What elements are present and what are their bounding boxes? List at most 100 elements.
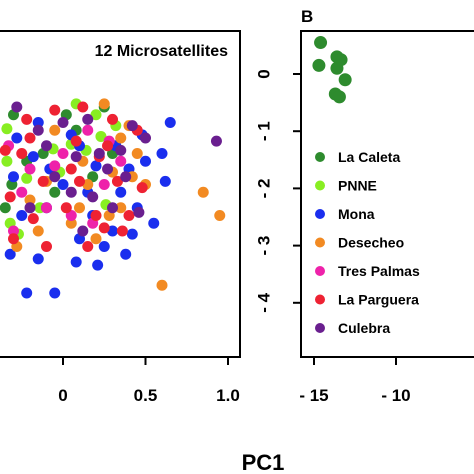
panel-a-point-4-6 xyxy=(8,225,19,237)
panel-a-point-2-22 xyxy=(27,151,39,163)
panel-a-point-3-12 xyxy=(214,210,226,221)
panel-a-point-3-16 xyxy=(32,225,44,237)
panel-a-point-6-12 xyxy=(115,144,127,156)
panel-a-point-6-19 xyxy=(133,206,145,218)
panel-a-point-4-1 xyxy=(24,163,36,175)
panel-a-point-5-18 xyxy=(4,191,16,203)
legend-marker-6 xyxy=(315,323,325,333)
panel-a-point-2-0 xyxy=(8,171,19,183)
panel-b-y-tick-label: - 3 xyxy=(255,236,274,256)
legend-label-1: PNNE xyxy=(338,178,377,194)
panel-a-point-5-3 xyxy=(102,140,114,152)
legend-marker-2 xyxy=(315,209,325,219)
panel-a-point-6-13 xyxy=(49,171,61,183)
panel-b-legend: La Caleta PNNE Mona Desecheo Tres Palmas La P… xyxy=(315,149,420,336)
panel-a-point-4-11 xyxy=(49,160,61,172)
panel-a-point-6-9 xyxy=(210,135,222,147)
panel-a-point-5-15 xyxy=(60,202,72,214)
panel-a-point-2-13 xyxy=(156,148,168,159)
panel-b: B 0 - 1 - 2 - 3 - 4 - 15 - 10 La Caleta PNNE Mo… xyxy=(255,7,474,405)
legend-label-5: La Parguera xyxy=(338,292,419,308)
panel-a-point-5-4 xyxy=(37,175,49,187)
panel-a-point-3-13 xyxy=(156,279,168,291)
legend-label-2: Mona xyxy=(338,206,375,222)
panel-a-point-6-14 xyxy=(126,120,138,132)
legend-marker-5 xyxy=(315,294,325,305)
panel-a-point-2-19 xyxy=(120,248,132,260)
panel-a-point-5-10 xyxy=(41,241,52,252)
panel-a-point-5-7 xyxy=(8,233,19,245)
panel-b-y-tick-label: - 1 xyxy=(255,121,274,141)
panel-a-point-6-3 xyxy=(82,113,94,125)
panel-a-point-2-28 xyxy=(32,253,44,265)
panel-a-point-5-8 xyxy=(90,210,102,221)
panel-b-letter: B xyxy=(301,7,313,26)
panel-a-x-tick-label: 1.0 xyxy=(216,386,240,405)
panel-b-point-5 xyxy=(338,73,352,87)
legend-marker-3 xyxy=(315,237,325,248)
legend-label-0: La Caleta xyxy=(338,149,400,165)
panel-b-frame xyxy=(300,30,474,358)
panel-a-point-3-19 xyxy=(115,132,127,144)
panel-a-point-3-0 xyxy=(98,98,110,110)
panel-a-point-6-6 xyxy=(107,202,118,214)
panel-a-x-label: PC1 xyxy=(242,450,285,474)
panel-a-point-6-10 xyxy=(24,202,36,214)
panel-a-point-1-2 xyxy=(1,123,13,135)
panel-a-point-2-3 xyxy=(90,160,102,172)
panel-a-x-axis: 0 0.5 1.0 xyxy=(58,357,240,405)
panel-b-point-1 xyxy=(312,58,326,72)
panel-a-point-2-9 xyxy=(107,225,118,237)
panel-a-point-2-17 xyxy=(70,256,82,268)
panel-b-x-tick-label: - 10 xyxy=(381,386,410,405)
panel-a-point-3-7 xyxy=(65,217,77,229)
panel-a-points xyxy=(0,98,226,299)
panel-a-point-6-2 xyxy=(93,148,105,159)
panel-a-point-3-11 xyxy=(197,186,209,198)
panel-b-point-4 xyxy=(330,61,344,75)
panel-a-point-5-9 xyxy=(123,210,135,221)
panel-a-point-2-14 xyxy=(148,217,160,229)
panel-b-y-tick-label: 0 xyxy=(255,69,274,78)
panel-a-point-4-5 xyxy=(98,179,110,190)
panel-a-x-tick-label: 0 xyxy=(58,386,67,405)
panel-a-point-5-1 xyxy=(24,132,36,144)
panel-a-point-4-3 xyxy=(82,124,94,136)
panel-a-point-5-11 xyxy=(74,175,85,187)
panel-a-point-6-0 xyxy=(11,101,23,113)
panel-b-points xyxy=(312,36,352,104)
panel-a-point-1-6 xyxy=(90,109,102,121)
panel-a-point-2-12 xyxy=(57,179,69,190)
panel-a-point-5-0 xyxy=(0,144,11,156)
panel-b-y-tick-label: - 4 xyxy=(255,292,274,312)
panel-a-point-2-33 xyxy=(126,228,138,240)
panel-a-point-3-8 xyxy=(90,233,102,245)
panel-a-point-2-4 xyxy=(115,186,127,198)
panel-a-point-3-20 xyxy=(49,124,61,136)
panel-a-point-4-2 xyxy=(57,148,69,159)
legend-marker-1 xyxy=(315,180,325,191)
panel-a-point-2-30 xyxy=(159,175,171,187)
panel-a-point-3-14 xyxy=(24,194,36,206)
panel-a-point-5-6 xyxy=(111,175,123,187)
panel-a-point-4-4 xyxy=(41,202,52,214)
panel-a-point-6-8 xyxy=(140,132,151,144)
panel-a-point-6-17 xyxy=(32,124,44,136)
panel-a-point-5-20 xyxy=(116,225,128,237)
panel-a-point-5-2 xyxy=(77,101,89,113)
panel-a-point-6-5 xyxy=(120,171,132,183)
panel-a-point-2-6 xyxy=(140,155,151,167)
panel-a-point-6-11 xyxy=(87,191,99,203)
panel-a-point-2-7 xyxy=(164,117,176,128)
panel-a-point-5-12 xyxy=(107,113,118,125)
panel-a-point-1-5 xyxy=(21,172,33,184)
panel-a-point-5-21 xyxy=(27,213,39,225)
panel-a-point-6-18 xyxy=(77,225,89,237)
panel-a: 12 Microsatellites 0 0.5 1.0 PC1 xyxy=(0,30,285,474)
panel-a-point-2-32 xyxy=(11,132,23,144)
panel-a-point-6-15 xyxy=(70,151,82,163)
panel-a-point-5-25 xyxy=(136,182,148,194)
panel-a-x-tick-label: 0.5 xyxy=(134,386,158,405)
panel-a-point-2-16 xyxy=(21,287,33,299)
panel-b-x-axis: - 15 - 10 xyxy=(299,357,411,405)
